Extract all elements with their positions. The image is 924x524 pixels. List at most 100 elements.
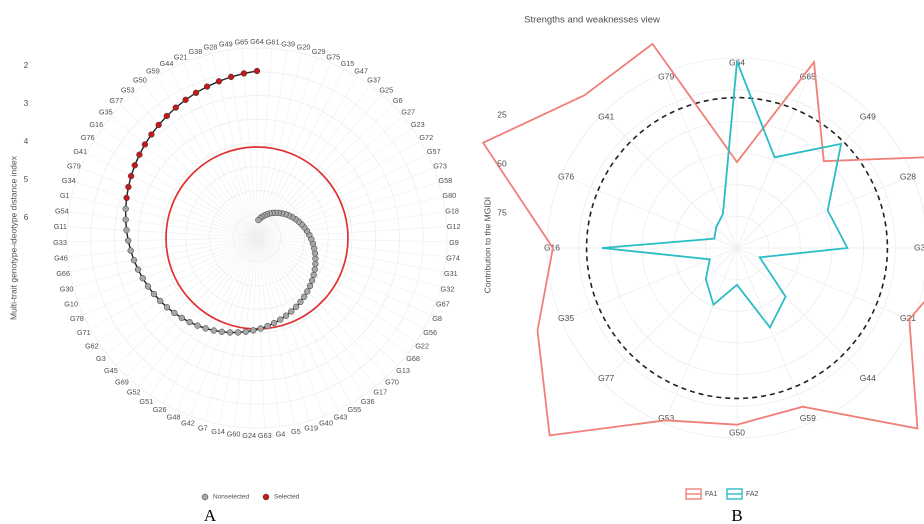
genotype-label: G61: [266, 38, 280, 47]
grid-spoke: [256, 237, 437, 302]
grid-spoke: [137, 237, 258, 387]
genotype-label: G6: [393, 96, 403, 105]
point-selected: [240, 70, 248, 77]
point-nonselected: [310, 271, 317, 279]
grid-spoke: [663, 247, 738, 424]
point-nonselected: [297, 298, 304, 306]
point-nonselected: [130, 257, 138, 264]
genotype-label: G44: [160, 59, 174, 68]
genotype-label: G70: [385, 377, 399, 386]
category-label: G28: [900, 171, 916, 181]
category-label: G76: [558, 171, 574, 181]
category-label: G38: [914, 242, 924, 252]
genotype-label: G59: [146, 67, 160, 76]
genotype-label: G40: [319, 418, 333, 427]
grid-spoke: [176, 237, 258, 411]
legend-marker-nonselected: [201, 493, 209, 501]
category-label: G50: [729, 427, 745, 437]
point-nonselected: [312, 255, 319, 262]
series-polygon-fa2: [601, 61, 849, 330]
grid-spoke: [256, 211, 446, 239]
grid-spoke: [256, 104, 393, 239]
point-selected: [127, 172, 135, 180]
genotype-label: G80: [442, 191, 456, 200]
radial-tick-label: 75: [497, 207, 507, 217]
point-nonselected: [270, 319, 278, 327]
grid-spoke: [256, 167, 434, 239]
grid-spoke: [256, 237, 425, 329]
genotype-label: G64: [250, 37, 264, 46]
point-nonselected: [144, 283, 152, 290]
genotype-label: G72: [419, 133, 433, 142]
radial-tick-label: 50: [497, 158, 507, 168]
point-selected: [123, 194, 130, 202]
grid-spoke: [256, 237, 441, 287]
grid-spoke: [256, 153, 428, 239]
genotype-label: G15: [341, 59, 355, 68]
category-label: G21: [900, 313, 916, 323]
grid-spoke: [83, 237, 258, 316]
category-label: G49: [860, 111, 876, 121]
genotype-label: G74: [446, 253, 460, 262]
category-label: G79: [658, 71, 674, 81]
genotype-label: G63: [258, 431, 272, 440]
panel-b-radar-chart: Strengths and weaknesses viewG64G65G49G2…: [481, 15, 924, 500]
point-nonselected: [306, 282, 314, 290]
point-nonselected: [163, 304, 171, 311]
grid-spoke: [561, 174, 738, 249]
chart-title: Strengths and weaknesses view: [524, 15, 660, 26]
grid-spoke: [736, 72, 811, 249]
genotype-label: G16: [89, 120, 103, 129]
point-selected: [192, 89, 200, 96]
genotype-label: G30: [60, 284, 74, 293]
point-nonselected: [202, 325, 209, 332]
point-nonselected: [186, 318, 193, 326]
genotype-label: G7: [198, 423, 208, 432]
genotype-label: G57: [427, 147, 441, 156]
y-axis-title: Multi-trait genotype-ideotype distance i…: [8, 155, 18, 320]
category-label: G77: [598, 373, 614, 383]
point-selected: [172, 104, 179, 111]
grid-spoke: [93, 140, 258, 239]
grid-spoke: [256, 237, 280, 427]
grid-spoke: [256, 237, 324, 417]
genotype-label: G43: [334, 412, 348, 421]
grid-spoke: [561, 247, 738, 322]
radial-tick-label: 3: [24, 99, 29, 108]
grid-spoke: [115, 237, 258, 366]
grid-spoke: [89, 237, 258, 329]
point-nonselected: [125, 237, 132, 244]
genotype-label: G55: [347, 405, 361, 414]
genotype-label: G35: [99, 108, 113, 117]
point-nonselected: [308, 277, 316, 284]
genotype-label: G58: [438, 176, 452, 185]
point-nonselected: [150, 290, 158, 298]
point-selected: [227, 73, 235, 81]
point-nonselected: [139, 275, 146, 282]
grid-spoke: [110, 115, 258, 239]
point-nonselected: [171, 309, 178, 317]
radial-tick-label: 5: [24, 175, 29, 184]
category-label: G53: [658, 413, 674, 423]
point-selected: [155, 121, 162, 129]
genotype-label: G10: [64, 299, 78, 308]
grid-spoke: [256, 237, 447, 243]
point-nonselected: [277, 316, 284, 323]
point-selected: [163, 112, 170, 120]
grid-spoke: [150, 237, 258, 396]
grid-spoke: [256, 226, 447, 239]
genotype-label: G69: [115, 377, 129, 386]
genotype-label: G36: [361, 397, 375, 406]
y-axis-title: Contribution to the MGIDI: [482, 197, 492, 293]
point-selected: [182, 96, 189, 103]
grid-spoke: [77, 237, 258, 302]
genotype-label: G78: [70, 314, 84, 323]
genotype-label: G60: [227, 430, 241, 439]
point-selected: [215, 78, 223, 85]
genotype-label: G8: [432, 314, 442, 323]
genotype-label: G75: [326, 52, 340, 61]
point-nonselected: [122, 205, 129, 212]
point-nonselected: [194, 322, 201, 329]
genotype-label: G21: [174, 52, 188, 61]
